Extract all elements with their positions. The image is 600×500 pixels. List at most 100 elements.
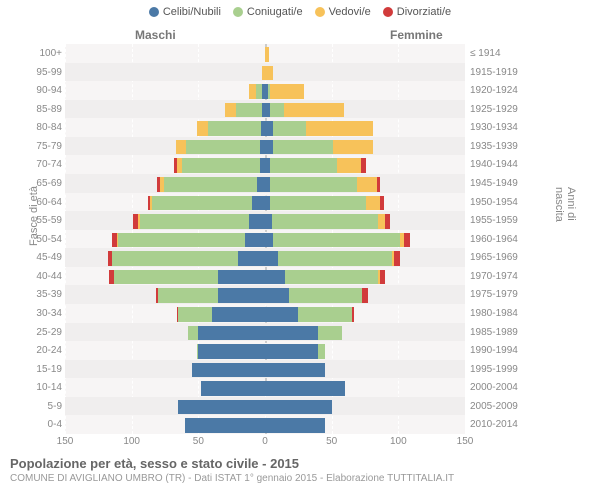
- y-tick-left: 70-74: [2, 157, 62, 173]
- pyramid-row: [65, 343, 465, 360]
- y-tick-right: ≤ 1914: [470, 46, 530, 62]
- bar-female-co: [273, 121, 306, 136]
- pyramid-row: [65, 250, 465, 267]
- pyramid-row: [65, 362, 465, 379]
- y-tick-right: 1920-1924: [470, 83, 530, 99]
- bar-male-di: [177, 307, 178, 322]
- bar-female-co: [285, 270, 378, 285]
- legend-label: Coniugati/e: [247, 6, 303, 18]
- pyramid-row: [65, 157, 465, 174]
- chart-footer: Popolazione per età, sesso e stato civil…: [10, 456, 590, 484]
- bar-female-ve: [265, 47, 269, 62]
- bar-female-di: [352, 307, 355, 322]
- y-tick-right: 1980-1984: [470, 306, 530, 322]
- pyramid-row: [65, 120, 465, 137]
- bar-male-co: [140, 214, 249, 229]
- x-tick: 0: [250, 436, 280, 447]
- y-tick-left: 100+: [2, 46, 62, 62]
- plot-area: [65, 44, 465, 434]
- y-tick-right: 1990-1994: [470, 343, 530, 359]
- legend-item: Divorziati/e: [383, 6, 451, 18]
- bar-female-cn: [265, 233, 273, 248]
- bar-female-di: [394, 251, 399, 266]
- y-tick-left: 40-44: [2, 269, 62, 285]
- bar-male-cn: [218, 288, 265, 303]
- bar-female-ve: [306, 121, 373, 136]
- bar-female-co: [289, 288, 362, 303]
- y-tick-right: 1970-1974: [470, 269, 530, 285]
- y-tick-right: 1945-1949: [470, 176, 530, 192]
- bar-female-cn: [265, 363, 325, 378]
- bar-male-cn: [201, 381, 265, 396]
- bar-female-co: [318, 326, 342, 341]
- legend: Celibi/Nubili Coniugati/e Vedovi/e Divorzia…: [0, 6, 600, 18]
- bar-male-ve: [160, 177, 164, 192]
- y-tick-left: 20-24: [2, 343, 62, 359]
- bar-male-co: [188, 326, 199, 341]
- bar-female-cn: [265, 381, 345, 396]
- y-tick-left: 50-54: [2, 232, 62, 248]
- bar-female-co: [270, 177, 357, 192]
- bar-female-co: [273, 140, 333, 155]
- bar-male-ve: [176, 140, 187, 155]
- bar-male-co: [236, 103, 263, 118]
- y-tick-right: 1935-1939: [470, 139, 530, 155]
- y-tick-left: 0-4: [2, 417, 62, 433]
- legend-item: Vedovi/e: [315, 6, 371, 18]
- y-tick-left: 90-94: [2, 83, 62, 99]
- y-tick-right: 1925-1929: [470, 102, 530, 118]
- x-tick: 50: [317, 436, 347, 447]
- legend-label: Divorziati/e: [397, 6, 451, 18]
- bar-male-co: [164, 177, 257, 192]
- legend-swatch: [233, 7, 243, 17]
- bar-male-cn: [245, 233, 265, 248]
- bar-female-co: [272, 214, 379, 229]
- bar-male-cn: [185, 418, 265, 433]
- bar-male-cn: [238, 251, 265, 266]
- bar-female-cn: [265, 270, 285, 285]
- bar-female-ve: [333, 140, 373, 155]
- bar-male-ve: [138, 214, 139, 229]
- x-tick: 100: [383, 436, 413, 447]
- bar-male-di: [112, 233, 117, 248]
- bar-female-cn: [265, 121, 273, 136]
- bar-male-cn: [178, 400, 265, 415]
- bar-female-co: [270, 158, 337, 173]
- y-tick-right: 2010-2014: [470, 417, 530, 433]
- bar-female-cn: [265, 326, 318, 341]
- pyramid-row: [65, 417, 465, 434]
- bar-female-co: [278, 251, 391, 266]
- gender-label-male: Maschi: [135, 28, 176, 42]
- bar-male-co: [152, 196, 252, 211]
- pyramid-row: [65, 269, 465, 286]
- y-tick-left: 75-79: [2, 139, 62, 155]
- bar-male-ve: [249, 84, 256, 99]
- pyramid-row: [65, 102, 465, 119]
- y-tick-right: 1960-1964: [470, 232, 530, 248]
- bar-female-di: [385, 214, 390, 229]
- x-tick: 50: [183, 436, 213, 447]
- y-tick-left: 85-89: [2, 102, 62, 118]
- chart-title: Popolazione per età, sesso e stato civil…: [10, 456, 590, 471]
- y-tick-left: 5-9: [2, 399, 62, 415]
- legend-label: Celibi/Nubili: [163, 6, 221, 18]
- gender-label-female: Femmine: [390, 28, 443, 42]
- y-tick-left: 95-99: [2, 65, 62, 81]
- bar-female-di: [380, 270, 385, 285]
- pyramid-row: [65, 232, 465, 249]
- y-tick-left: 25-29: [2, 325, 62, 341]
- x-tick: 150: [50, 436, 80, 447]
- bar-female-co: [270, 103, 283, 118]
- pyramid-row: [65, 139, 465, 156]
- legend-swatch: [149, 7, 159, 17]
- bar-female-ve: [357, 177, 377, 192]
- bar-female-di: [362, 288, 367, 303]
- y-tick-right: 1975-1979: [470, 287, 530, 303]
- y-tick-right: 1915-1919: [470, 65, 530, 81]
- y-tick-left: 35-39: [2, 287, 62, 303]
- bar-female-di: [361, 158, 366, 173]
- x-tick: 150: [450, 436, 480, 447]
- bar-male-ve: [197, 121, 208, 136]
- bar-male-co: [208, 121, 261, 136]
- y-tick-right: 1985-1989: [470, 325, 530, 341]
